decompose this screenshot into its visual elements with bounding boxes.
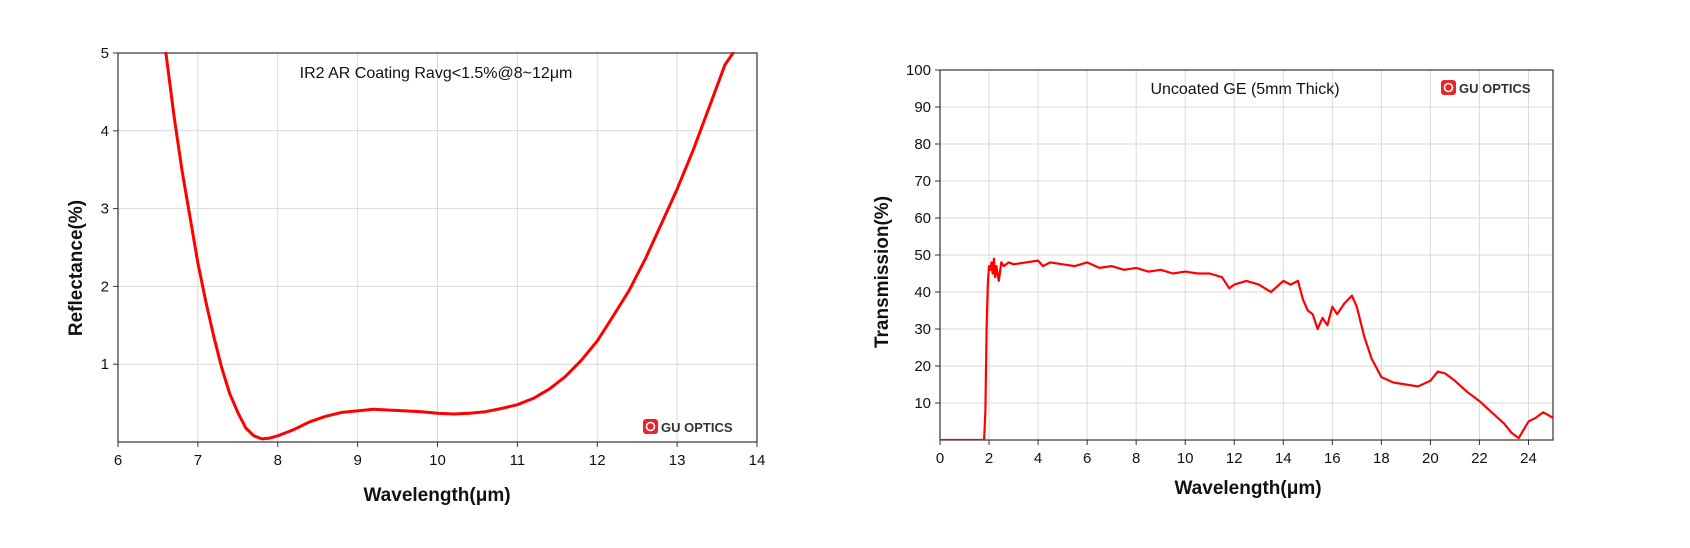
transmission-x-tick-label: 10 bbox=[1177, 450, 1194, 467]
reflectance-x-tick-label: 7 bbox=[194, 452, 202, 469]
reflectance-y-tick-label: 5 bbox=[101, 45, 109, 62]
transmission-y-tick-label: 20 bbox=[914, 358, 931, 375]
gu-optics-logo-icon-ring bbox=[1443, 82, 1454, 93]
transmission-y-tick-label: 30 bbox=[914, 321, 931, 338]
reflectance-y-tick-label: 4 bbox=[101, 123, 109, 140]
transmission-y-tick-label: 60 bbox=[914, 210, 931, 227]
transmission-x-tick-label: 4 bbox=[1034, 450, 1042, 467]
gu-optics-logo: GU OPTICS bbox=[643, 419, 733, 435]
transmission-x-axis-label: Wavelength(μm) bbox=[1174, 478, 1321, 499]
transmission-chart: Uncoated GE (5mm Thick) Wavelength(μm) T… bbox=[872, 62, 1554, 499]
transmission-y-tick-label: 100 bbox=[906, 62, 931, 79]
gu-optics-logo-text: GU OPTICS bbox=[1459, 81, 1531, 96]
transmission-chart-title: Uncoated GE (5mm Thick) bbox=[1150, 81, 1339, 98]
reflectance-x-tick-label: 8 bbox=[274, 452, 282, 469]
transmission-x-tick-label: 12 bbox=[1226, 450, 1243, 467]
gu-optics-logo: GU OPTICS bbox=[1441, 80, 1531, 96]
transmission-x-tick-label: 2 bbox=[985, 450, 993, 467]
transmission-y-axis-label: Transmission(%) bbox=[872, 196, 893, 348]
reflectance-y-tick-label: 2 bbox=[101, 278, 109, 295]
reflectance-y-axis-label: Reflectance(%) bbox=[66, 200, 87, 336]
transmission-y-tick-label: 40 bbox=[914, 284, 931, 301]
transmission-x-tick-label: 8 bbox=[1132, 450, 1140, 467]
transmission-y-tick-label: 50 bbox=[914, 247, 931, 264]
transmission-x-tick-label: 6 bbox=[1083, 450, 1091, 467]
transmission-series-line bbox=[940, 257, 1553, 440]
transmission-x-tick-label: 20 bbox=[1422, 450, 1439, 467]
transmission-x-tick-label: 14 bbox=[1275, 450, 1292, 467]
gu-optics-logo-text: GU OPTICS bbox=[661, 420, 733, 435]
reflectance-series-line bbox=[164, 52, 735, 441]
transmission-x-tick-label: 22 bbox=[1471, 450, 1488, 467]
transmission-y-tick-label: 90 bbox=[914, 99, 931, 116]
reflectance-x-tick-label: 9 bbox=[353, 452, 361, 469]
reflectance-x-tick-label: 12 bbox=[589, 452, 606, 469]
transmission-x-tick-label: 16 bbox=[1324, 450, 1341, 467]
reflectance-x-axis-label: Wavelength(μm) bbox=[363, 485, 510, 506]
reflectance-chart-title: IR2 AR Coating Ravg<1.5%@8~12μm bbox=[300, 65, 573, 82]
reflectance-y-tick-label: 3 bbox=[101, 201, 109, 218]
reflectance-chart: IR2 AR Coating Ravg<1.5%@8~12μm Waveleng… bbox=[66, 45, 765, 506]
reflectance-x-tick-label: 11 bbox=[510, 452, 526, 469]
transmission-x-tick-label: 24 bbox=[1520, 450, 1537, 467]
reflectance-x-tick-label: 13 bbox=[669, 452, 686, 469]
reflectance-x-tick-label: 14 bbox=[749, 452, 766, 469]
reflectance-x-tick-label: 6 bbox=[114, 452, 122, 469]
transmission-y-tick-label: 10 bbox=[914, 395, 931, 412]
transmission-x-tick-label: 18 bbox=[1373, 450, 1390, 467]
transmission-y-tick-label: 70 bbox=[914, 173, 931, 190]
transmission-x-tick-label: 0 bbox=[936, 450, 944, 467]
gu-optics-logo-icon bbox=[643, 419, 658, 434]
reflectance-x-tick-label: 10 bbox=[429, 452, 446, 469]
gu-optics-logo-icon-ring bbox=[645, 421, 656, 432]
reflectance-y-tick-label: 1 bbox=[101, 356, 109, 373]
transmission-y-tick-label: 80 bbox=[914, 136, 931, 153]
gu-optics-logo-icon bbox=[1441, 80, 1456, 95]
